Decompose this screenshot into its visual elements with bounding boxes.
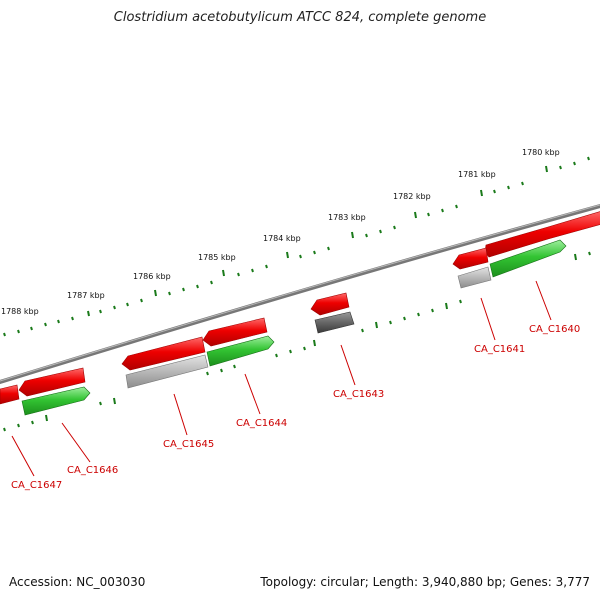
gene-feature[interactable] [21, 386, 91, 416]
genome-backbone-highlight [0, 204, 600, 382]
gene-label-ca-c1645[interactable]: CA_C1645 [163, 439, 214, 450]
scale-label-1785: 1785 kbp [198, 253, 236, 262]
gene-feature[interactable] [489, 239, 567, 278]
gene-label-ca-c1643[interactable]: CA_C1643 [333, 389, 384, 400]
gene-feature[interactable] [0, 384, 20, 405]
gene-feature[interactable] [202, 317, 268, 347]
scale-label-1781: 1781 kbp [458, 170, 496, 179]
gene-label-ca-c1640[interactable]: CA_C1640 [529, 324, 580, 335]
gene-label-ca-c1644[interactable]: CA_C1644 [236, 418, 287, 429]
gene-feature[interactable] [18, 367, 86, 397]
scale-label-1783: 1783 kbp [328, 213, 366, 222]
gene-label-ca-c1647[interactable]: CA_C1647 [11, 480, 62, 491]
gene-feature[interactable] [314, 311, 355, 334]
scale-labels: 1780 kbp 1781 kbp 1782 kbp 1783 kbp 1784… [1, 148, 560, 316]
gene-feature[interactable] [121, 336, 206, 371]
scale-label-1780: 1780 kbp [522, 148, 560, 157]
label-leaders [11, 280, 552, 477]
genome-summary-text: Topology: circular; Length: 3,940,880 bp… [260, 575, 590, 589]
gene-label-ca-c1646[interactable]: CA_C1646 [67, 465, 118, 476]
gene-feature[interactable] [457, 266, 492, 289]
gene-feature[interactable] [206, 335, 275, 367]
scale-label-1787: 1787 kbp [67, 291, 105, 300]
outer-scale-track [3, 156, 590, 337]
gene-label-ca-c1641[interactable]: CA_C1641 [474, 344, 525, 355]
gene-feature[interactable] [310, 292, 350, 316]
reverse-genes [21, 239, 567, 416]
map-title: Clostridium acetobutylicum ATCC 824, com… [113, 10, 487, 25]
inner-scale-track [3, 251, 591, 432]
scale-label-1788: 1788 kbp [1, 307, 39, 316]
scale-label-1784: 1784 kbp [263, 234, 301, 243]
scale-label-1786: 1786 kbp [133, 272, 171, 281]
genome-backbone [0, 204, 600, 384]
scale-label-1782: 1782 kbp [393, 192, 431, 201]
forward-genes [0, 211, 600, 405]
gene-feature[interactable] [125, 354, 209, 389]
gene-labels: CA_C1640 CA_C1641 CA_C1643 CA_C1644 CA_C… [11, 324, 580, 491]
gene-feature[interactable] [452, 247, 489, 270]
accession-text: Accession: NC_003030 [9, 575, 146, 589]
